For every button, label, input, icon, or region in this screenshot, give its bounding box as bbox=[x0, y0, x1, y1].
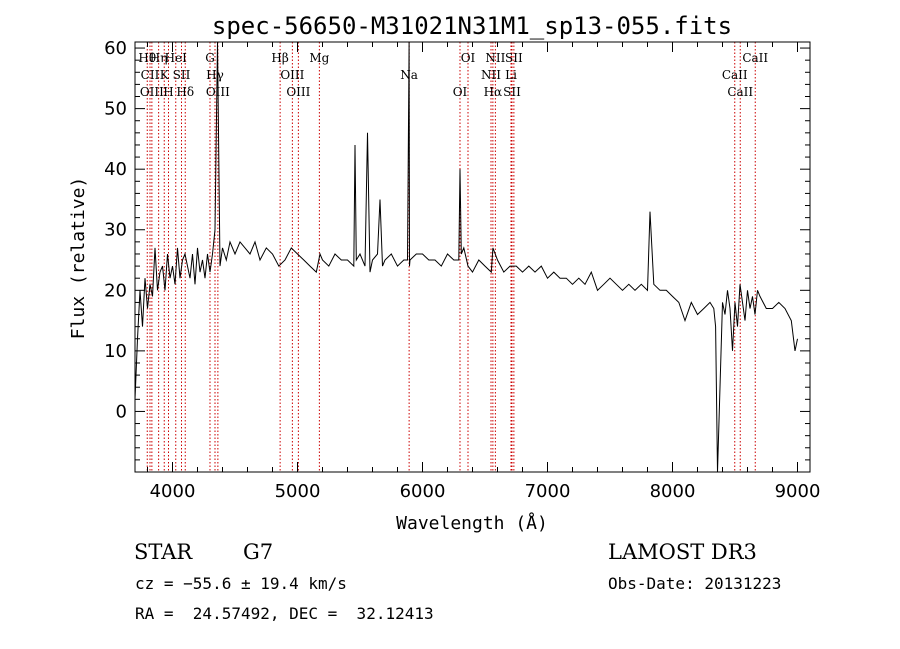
ra-dec: RA = 24.57492, DEC = 32.12413 bbox=[135, 604, 434, 623]
line-label: CaII bbox=[742, 51, 768, 65]
line-label: OI bbox=[461, 51, 476, 65]
line-label: OI bbox=[453, 85, 468, 99]
line-label: CaII bbox=[727, 85, 753, 99]
line-label: Hθ bbox=[138, 51, 156, 65]
y-tick-label: 40 bbox=[104, 159, 127, 180]
plot-frame bbox=[134, 41, 811, 473]
line-label: G bbox=[205, 51, 215, 65]
line-label: SII bbox=[173, 68, 191, 82]
survey-name: LAMOST DR3 bbox=[608, 540, 757, 564]
spectrum-line bbox=[134, 41, 798, 473]
line-label: HeI bbox=[165, 51, 188, 65]
line-label: OIII bbox=[280, 68, 304, 82]
line-label: NII bbox=[485, 51, 505, 65]
line-label: Hη bbox=[150, 51, 168, 65]
x-tick-label: 9000 bbox=[775, 481, 821, 502]
y-tick-label: 50 bbox=[104, 99, 127, 120]
line-label: H bbox=[163, 85, 173, 99]
x-tick-label: 4000 bbox=[150, 481, 196, 502]
line-label: Hδ bbox=[176, 85, 194, 99]
y-tick-label: 0 bbox=[116, 401, 127, 422]
object-subclass: G7 bbox=[243, 540, 274, 564]
line-label: SII bbox=[503, 85, 521, 99]
line-label: OIII bbox=[140, 85, 164, 99]
line-label: CII bbox=[141, 68, 160, 82]
y-tick-label: 60 bbox=[104, 38, 127, 59]
y-axis: 0 10 20 30 40 50 60 bbox=[104, 38, 810, 461]
line-label: Mg bbox=[309, 51, 329, 65]
line-label: Hα bbox=[484, 85, 503, 99]
x-axis-label: Wavelength (Å) bbox=[396, 512, 548, 534]
line-label: Li bbox=[505, 68, 517, 82]
line-label: Hγ bbox=[206, 68, 224, 82]
y-tick-label: 30 bbox=[104, 220, 127, 241]
line-label: OIII bbox=[286, 85, 310, 99]
obs-date: Obs-Date: 20131223 bbox=[608, 574, 782, 593]
y-tick-label: 10 bbox=[104, 341, 127, 362]
x-tick-label: 7000 bbox=[525, 481, 571, 502]
object-class: STAR bbox=[134, 540, 193, 564]
line-label: CaII bbox=[722, 68, 748, 82]
line-label: SII bbox=[505, 51, 523, 65]
x-tick-label: 8000 bbox=[650, 481, 696, 502]
x-tick-label: 5000 bbox=[275, 481, 321, 502]
x-axis: 4000 5000 6000 7000 8000 9000 bbox=[147, 42, 821, 502]
line-label: NII bbox=[481, 68, 501, 82]
x-tick-label: 6000 bbox=[400, 481, 446, 502]
line-labels: HθCIIOIIIHηKHHeISIIHδGHγOIIIHβOIIIOIIIMg… bbox=[138, 51, 768, 99]
line-label: Hβ bbox=[271, 51, 288, 65]
y-tick-label: 20 bbox=[104, 280, 127, 301]
y-axis-label: Flux (relative) bbox=[68, 177, 89, 340]
line-label: K bbox=[160, 68, 170, 82]
chart-title: spec-56650-M31021N31M1_sp13-055.fits bbox=[212, 12, 732, 40]
redshift-cz: cz = −55.6 ± 19.4 km/s bbox=[135, 574, 347, 593]
